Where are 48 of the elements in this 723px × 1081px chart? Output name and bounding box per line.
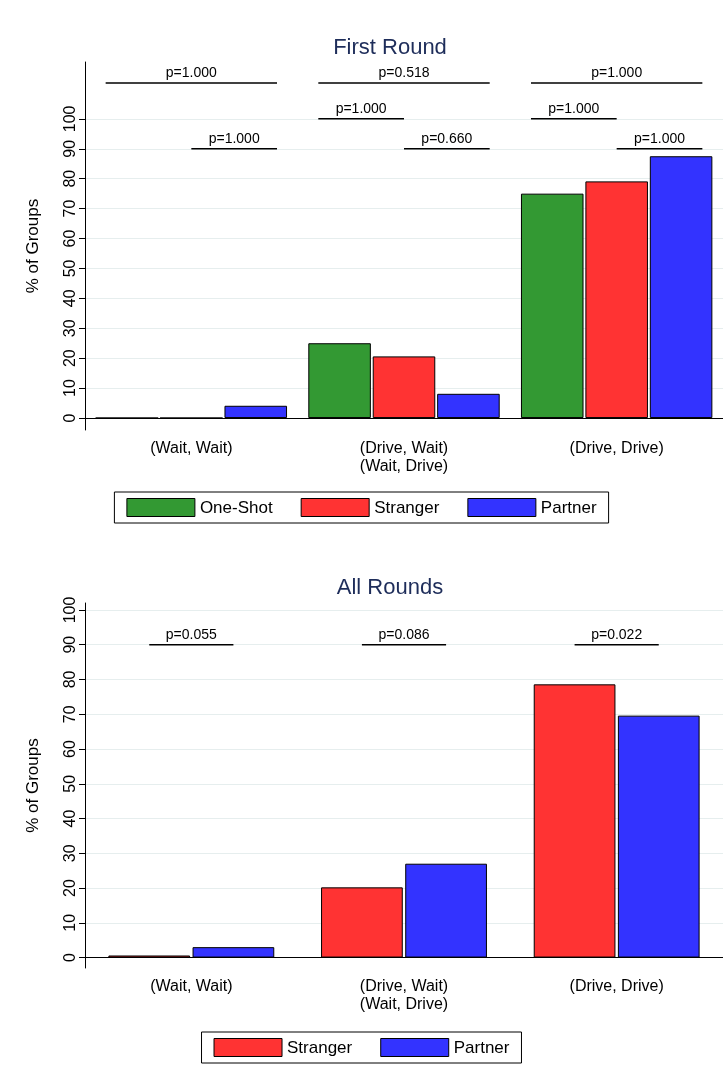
y-tick-label: 20	[60, 349, 78, 368]
x-tick-label: (Drive, Wait) (Wait, Drive)	[359, 976, 449, 1012]
y-tick-label: 30	[60, 319, 78, 338]
y-tick-label: 10	[60, 913, 78, 932]
y-tick-label: 0	[60, 413, 78, 423]
annotation: p=0.022	[591, 625, 643, 642]
annotation: p=1.000	[634, 129, 686, 146]
y-tick-label: 80	[60, 670, 78, 689]
x-tick-label: (Drive, Drive)	[569, 976, 664, 994]
legend-label: One-Shot	[199, 498, 273, 517]
legend-label: Partner	[453, 1038, 510, 1057]
chart-title: All Rounds	[336, 573, 444, 599]
y-tick-label: 80	[60, 169, 78, 188]
legend-label: Stranger	[287, 1038, 353, 1057]
annotation: p=0.660	[421, 129, 473, 146]
y-tick-label: 40	[60, 289, 78, 308]
annotation: p=1.000	[591, 63, 643, 80]
annotation: p=0.055	[165, 625, 218, 642]
annotation: p=1.000	[165, 63, 218, 80]
x-tick-label: (Wait, Wait)	[150, 438, 233, 456]
annotation: p=1.000	[548, 99, 600, 116]
y-tick-label: 10	[60, 379, 78, 398]
y-tick-label: 50	[60, 774, 78, 793]
annotation: p=1.000	[335, 99, 387, 116]
legend-label: Stranger	[374, 498, 440, 517]
y-tick-label: 40	[60, 809, 78, 828]
y-tick-label: 60	[60, 740, 78, 758]
y-tick-label: 90	[60, 635, 78, 654]
annotation: p=1.000	[208, 129, 260, 146]
y-tick-label: 50	[60, 259, 78, 278]
y-tick-label: 100	[60, 105, 78, 133]
y-tick-label: 100	[60, 596, 78, 624]
annotation: p=0.518	[378, 63, 430, 80]
y-tick-label: 70	[60, 199, 78, 218]
y-tick-label: 90	[60, 139, 78, 158]
chart-title: First Round	[333, 33, 447, 59]
y-tick-label: 30	[60, 844, 78, 863]
y-tick-label: 20	[60, 879, 78, 897]
y-axis-title: % of Groups	[23, 198, 42, 294]
y-axis-title: % of Groups	[23, 738, 42, 833]
x-tick-label: (Drive, Drive)	[569, 438, 664, 456]
y-tick-label: 60	[60, 229, 78, 248]
y-tick-label: 0	[60, 953, 78, 963]
legend-label: Partner	[540, 498, 597, 517]
y-tick-label: 70	[60, 705, 78, 724]
x-tick-label: (Drive, Wait) (Wait, Drive)	[359, 438, 449, 474]
annotation: p=0.086	[378, 625, 430, 642]
x-tick-label: (Wait, Wait)	[150, 976, 233, 994]
